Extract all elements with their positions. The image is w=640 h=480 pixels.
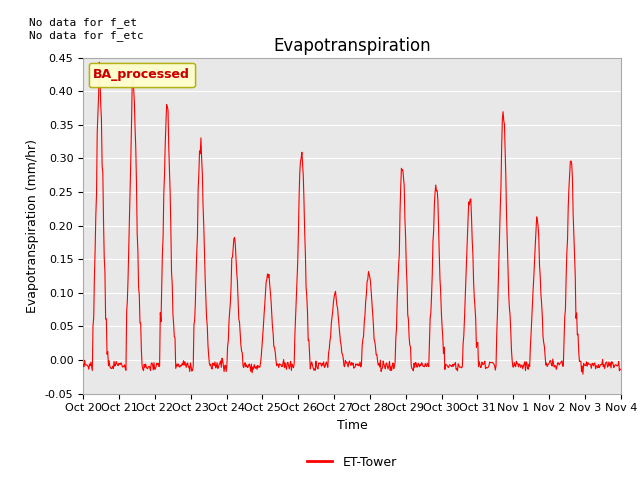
- Legend: ET-Tower: ET-Tower: [302, 451, 402, 474]
- Text: No data for f_et
No data for f_etc: No data for f_et No data for f_etc: [29, 17, 144, 41]
- Y-axis label: Evapotranspiration (mm/hr): Evapotranspiration (mm/hr): [26, 139, 39, 312]
- X-axis label: Time: Time: [337, 419, 367, 432]
- Legend: : [89, 63, 195, 87]
- Title: Evapotranspiration: Evapotranspiration: [273, 36, 431, 55]
